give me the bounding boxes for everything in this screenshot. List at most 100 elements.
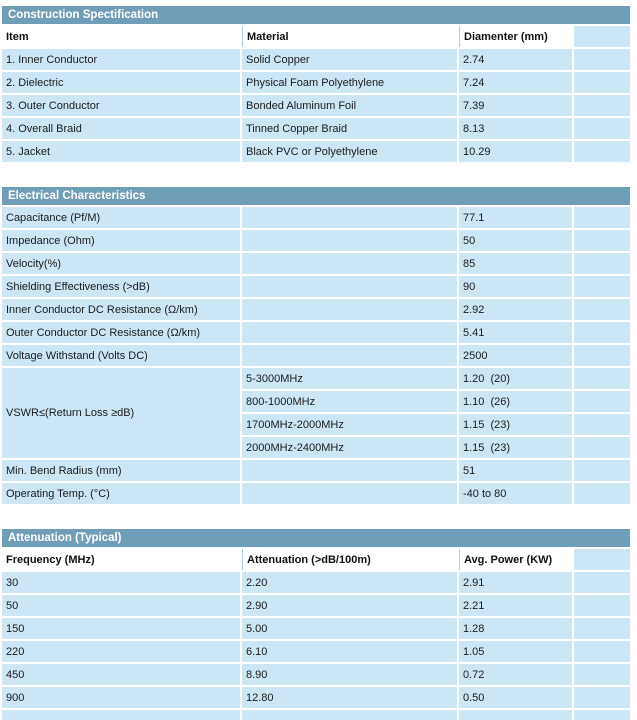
table-header-row: Item Material Diamenter (mm) [2,26,630,47]
empty-cell [242,253,457,274]
table-row: 50 2.90 2.21 [2,595,630,616]
table-cell: 2.21 [459,595,572,616]
table-row: 30 2.20 2.91 [2,572,630,593]
empty-cell [574,664,630,685]
empty-cell [242,483,457,504]
table-cell: 85 [459,253,572,274]
table-cell: Physical Foam Polyethylene [242,72,457,93]
table-cell: 5.41 [459,322,572,343]
empty-cell [574,345,630,366]
table-row: Operating Temp. (°C) -40 to 80 [2,483,630,504]
table-row: Impedance (Ohm) 50 [2,230,630,251]
empty-cell [574,641,630,662]
table-row: 2. Dielectric Physical Foam Polyethylene 7… [2,72,630,93]
empty-cell [242,345,457,366]
empty-cell [574,549,630,570]
table-cell: Tinned Copper Braid [242,118,457,139]
table-cell: 8.90 [242,664,457,685]
empty-cell [574,687,630,708]
table-cell: Black PVC or Polyethylene [242,141,457,162]
table-cell: 900 [2,687,240,708]
table-row: Min. Bend Radius (mm) 51 [2,460,630,481]
table-cell: Capacitance (Pf/M) [2,207,240,228]
empty-cell [574,460,630,481]
table-row: 1. Inner Conductor Solid Copper 2.74 [2,49,630,70]
table-cell: 2.20 [242,572,457,593]
construction-specification-body: Construction Spectification Item Material D… [2,6,630,162]
table-cell: 1. Inner Conductor [2,49,240,70]
table-cell: -40 to 80 [459,483,572,504]
table-row: 450 8.90 0.72 [2,664,630,685]
table-row: 220 6.10 1.05 [2,641,630,662]
table-cell: Bonded Aluminum Foil [242,95,457,116]
table-cell: 2.74 [459,49,572,70]
table-row: 3. Outer Conductor Bonded Aluminum Foil 7.… [2,95,630,116]
vswr-value-cell: 1.10 (26) [459,391,572,412]
table-row-cutoff [2,710,630,720]
vswr-frequency-cell: 5-3000MHz [242,368,457,389]
table-cell: 450 [2,664,240,685]
empty-cell [574,118,630,139]
table-cell: 150 [2,618,240,639]
empty-cell [242,299,457,320]
empty-cell [242,322,457,343]
vswr-sub-row: 800-1000MHz 1.10 (26) [2,391,630,412]
table-cell: 50 [2,595,240,616]
empty-cell [2,710,240,720]
vswr-sub-row: VSWR≤(Return Loss ≥dB) 5-3000MHz 1.20 (20) [2,368,630,458]
table-cell: 0.72 [459,664,572,685]
table-cell: 5. Jacket [2,141,240,162]
attenuation-typical-body: Attenuation (Typical) Frequency (MHz) Atte… [2,529,630,720]
table-row: Outer Conductor DC Resistance (Ω/km) 5.41 [2,322,630,343]
empty-cell [574,322,630,343]
vswr-sub-row: 1700MHz-2000MHz 1.15 (23) [2,414,630,435]
table-cell: 220 [2,641,240,662]
empty-cell [574,483,630,504]
table-cell: 1.28 [459,618,572,639]
table-cell: Inner Conductor DC Resistance (Ω/km) [2,299,240,320]
table-cell: 2.91 [459,572,572,593]
vswr-frequency-cell: 2000MHz-2400MHz [242,437,457,458]
column-header: Attenuation (>dB/100m) [242,549,457,570]
empty-cell [574,49,630,70]
table-cell: Min. Bend Radius (mm) [2,460,240,481]
table-cell: Impedance (Ohm) [2,230,240,251]
vswr-value-cell: 1.20 (20) [459,368,572,389]
table-cell: 7.24 [459,72,572,93]
table-cell: 2500 [459,345,572,366]
table-cell: 90 [459,276,572,297]
vswr-frequency-cell: 800-1000MHz [242,391,457,412]
table-cell: 1.05 [459,641,572,662]
vswr-label: VSWR≤(Return Loss ≥dB) [2,368,240,458]
table-cell: Shielding Effectiveness (>dB) [2,276,240,297]
empty-cell [242,230,457,251]
column-header: Avg. Power (KW) [459,549,572,570]
table-cell: 77.1 [459,207,572,228]
table-title-row: Attenuation (Typical) [2,529,630,547]
table-cell: 12.80 [242,687,457,708]
empty-cell [574,276,630,297]
column-header: Material [242,26,457,47]
empty-cell [574,618,630,639]
table-row: Shielding Effectiveness (>dB) 90 [2,276,630,297]
table-cell: 51 [459,460,572,481]
table-cell: 7.39 [459,95,572,116]
empty-cell [574,437,630,458]
table-cell: 2. Dielectric [2,72,240,93]
table-cell: 10.29 [459,141,572,162]
table-header-row: Frequency (MHz) Attenuation (>dB/100m) Avg… [2,549,630,570]
table-title: Construction Spectification [2,6,630,24]
table-cell: 50 [459,230,572,251]
table-cell: Outer Conductor DC Resistance (Ω/km) [2,322,240,343]
table-row: 150 5.00 1.28 [2,618,630,639]
table-row: Inner Conductor DC Resistance (Ω/km) 2.92 [2,299,630,320]
column-header: Frequency (MHz) [2,549,240,570]
empty-cell [574,391,630,412]
empty-cell [574,299,630,320]
table-cell: 0.50 [459,687,572,708]
empty-cell [242,207,457,228]
table-cell: Solid Copper [242,49,457,70]
table-title: Attenuation (Typical) [2,529,630,547]
empty-cell [574,710,630,720]
table-cell: Operating Temp. (°C) [2,483,240,504]
